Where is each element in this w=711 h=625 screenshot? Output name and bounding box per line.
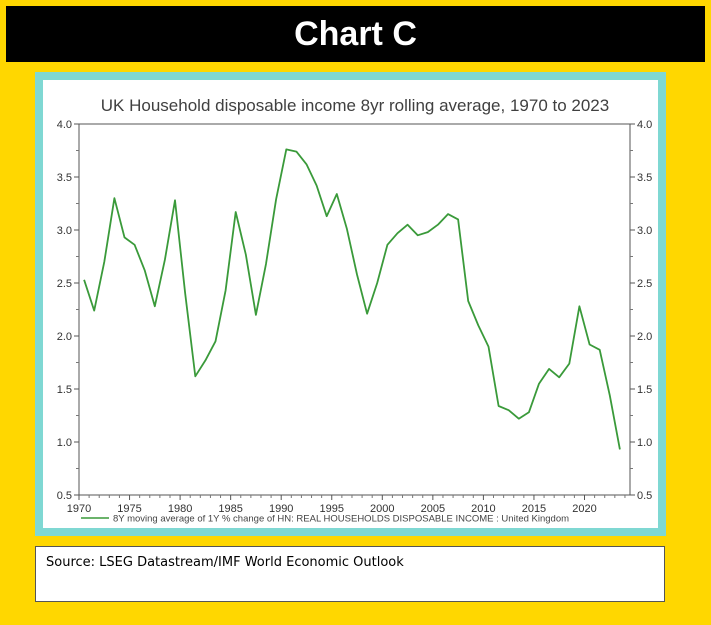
- chart-frame: UK Household disposable income 8yr rolli…: [35, 72, 666, 536]
- y-tick-label-right: 4.0: [637, 119, 652, 131]
- y-tick-label-left: 4.0: [57, 119, 72, 131]
- x-tick-label: 1985: [218, 503, 242, 515]
- x-tick-label: 2000: [370, 503, 394, 515]
- y-tick-label-right: 0.5: [637, 490, 652, 502]
- x-tick-label: 1995: [320, 503, 344, 515]
- header-title: Chart C: [294, 14, 417, 53]
- y-tick-label-right: 3.0: [637, 225, 652, 237]
- legend: 8Y moving average of 1Y % change of HN: …: [81, 514, 569, 525]
- x-tick-label: 2005: [421, 503, 445, 515]
- y-tick-label-left: 1.5: [57, 384, 72, 396]
- x-tick-label: 2015: [522, 503, 546, 515]
- x-tick-label: 1980: [168, 503, 192, 515]
- x-tick-label: 1990: [269, 503, 293, 515]
- y-tick-label-left: 1.0: [57, 437, 72, 449]
- legend-label: 8Y moving average of 1Y % change of HN: …: [113, 514, 569, 525]
- x-tick-label: 2010: [471, 503, 495, 515]
- plot-area: [78, 123, 631, 496]
- source-box: Source: LSEG Datastream/IMF World Econom…: [35, 546, 665, 602]
- series-layer: [83, 148, 621, 450]
- source-text: Source: LSEG Datastream/IMF World Econom…: [46, 555, 404, 570]
- y-tick-label-right: 3.5: [637, 172, 652, 184]
- y-tick-label-left: 2.5: [57, 278, 72, 290]
- y-tick-label-left: 3.5: [57, 172, 72, 184]
- y-tick-label-left: 0.5: [57, 490, 72, 502]
- axes: [78, 123, 631, 496]
- y-tick-label-left: 3.0: [57, 225, 72, 237]
- x-tick-label: 2020: [572, 503, 596, 515]
- ticks: 0.5 0.5 1.0 1.0 1.5 1.5 2.0 2.0 2.5 2.5 3.0 3.0 3.5 3…: [57, 119, 653, 515]
- x-tick-label: 1975: [117, 503, 141, 515]
- chart-header: Chart C: [6, 6, 705, 62]
- x-tick-label: 1970: [67, 503, 91, 515]
- chart-panel: UK Household disposable income 8yr rolli…: [43, 80, 658, 528]
- y-tick-label-right: 2.0: [637, 331, 652, 343]
- y-tick-label-right: 1.0: [637, 437, 652, 449]
- chart-title: UK Household disposable income 8yr rolli…: [101, 96, 609, 115]
- line-chart: UK Household disposable income 8yr rolli…: [57, 96, 653, 525]
- y-tick-label-right: 2.5: [637, 278, 652, 290]
- series-line-0: [83, 148, 621, 450]
- y-tick-label-left: 2.0: [57, 331, 72, 343]
- y-tick-label-right: 1.5: [637, 384, 652, 396]
